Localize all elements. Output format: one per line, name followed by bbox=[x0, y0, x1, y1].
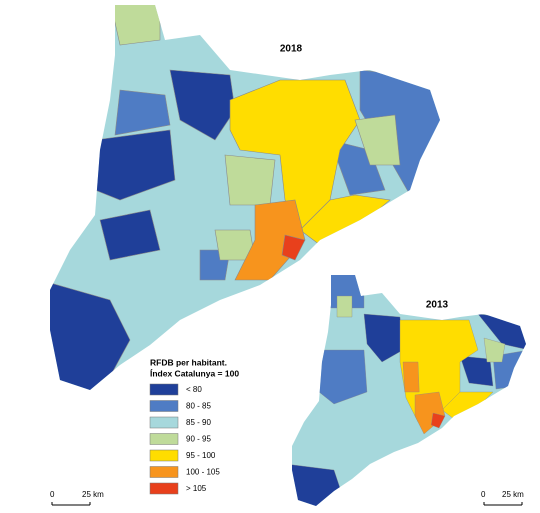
legend-label: 80 - 85 bbox=[186, 402, 211, 411]
legend-swatch bbox=[149, 449, 179, 462]
legend: RFDB per habitant. Índex Catalunya = 100… bbox=[149, 357, 239, 495]
map-title: 2018 bbox=[280, 44, 303, 55]
legend-subtitle: Índex Catalunya = 100 bbox=[150, 368, 239, 378]
legend-label: 95 - 100 bbox=[186, 451, 216, 460]
legend-swatch bbox=[149, 433, 179, 445]
scale-label: 0 bbox=[481, 490, 486, 499]
scale-bar: 0 25 km bbox=[481, 490, 524, 506]
legend-label: 100 - 105 bbox=[186, 468, 220, 477]
legend-swatch bbox=[149, 482, 179, 495]
legend-title: RFDB per habitant. bbox=[150, 357, 227, 367]
legend-label: 90 - 95 bbox=[186, 435, 211, 444]
legend-label: < 80 bbox=[186, 385, 202, 394]
scale-label: 25 km bbox=[502, 490, 524, 499]
scale-label: 0 bbox=[50, 490, 55, 499]
legend-swatch bbox=[149, 383, 179, 396]
legend-label: > 105 bbox=[186, 484, 207, 493]
map-title: 2013 bbox=[426, 300, 449, 311]
scale-bar: 0 25 km bbox=[50, 490, 104, 506]
legend-label: 85 - 90 bbox=[186, 418, 211, 427]
legend-swatch bbox=[149, 416, 179, 429]
map-2013 bbox=[292, 275, 527, 507]
legend-swatch bbox=[149, 400, 179, 412]
legend-swatch bbox=[149, 466, 179, 478]
scale-label: 25 km bbox=[82, 490, 104, 499]
